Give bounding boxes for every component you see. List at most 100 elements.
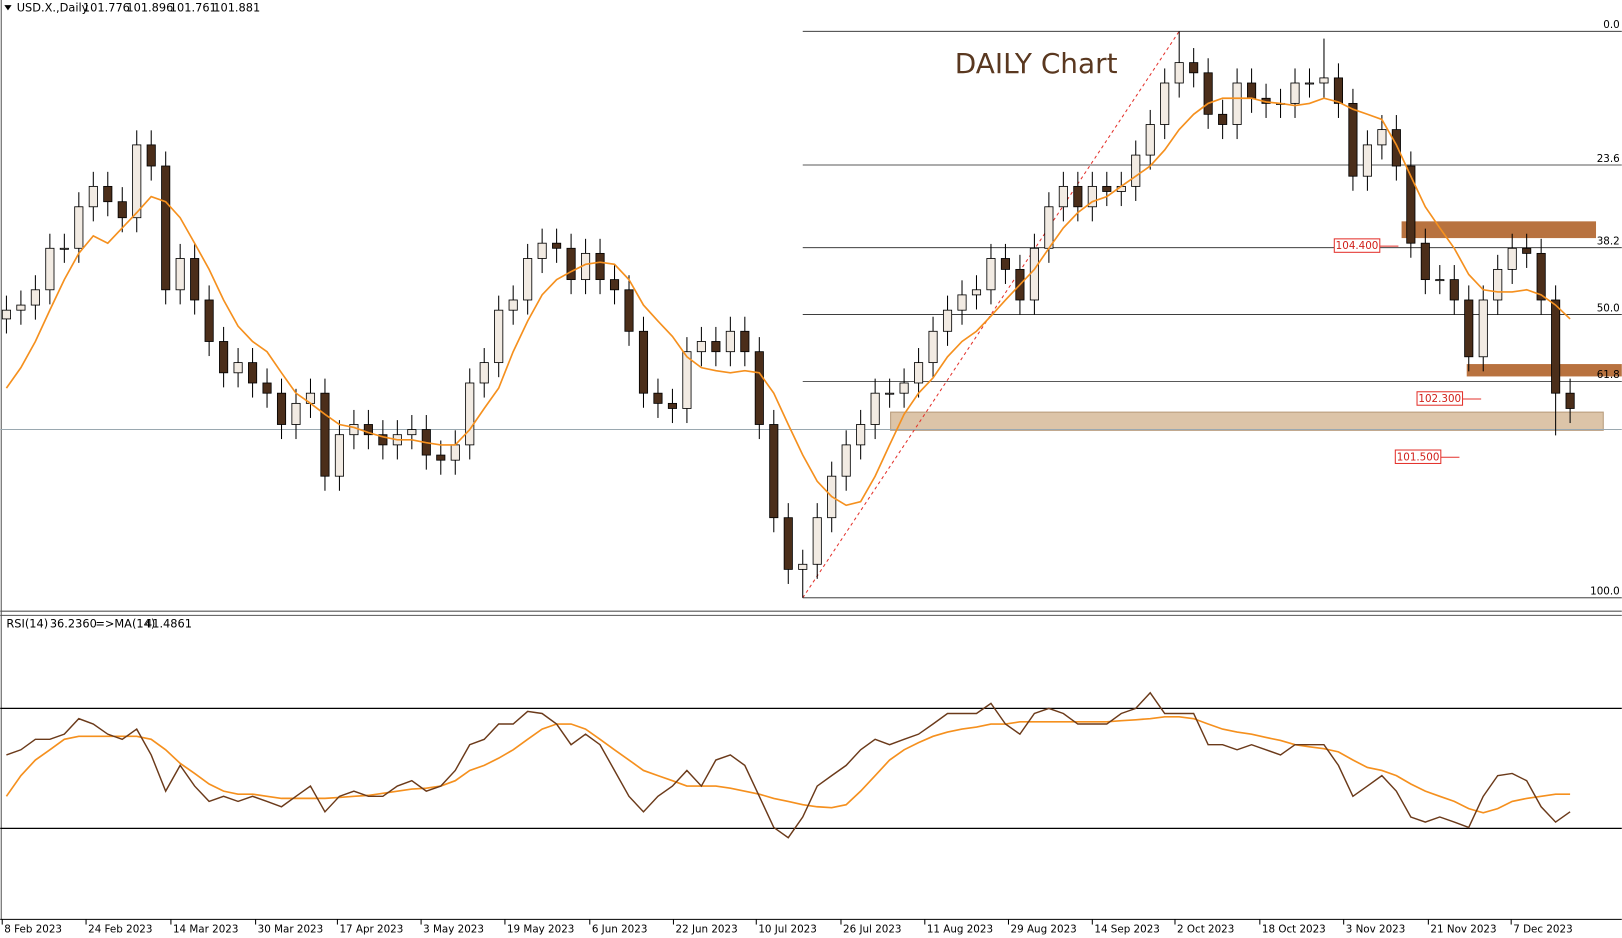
fib-label: 61.8 bbox=[1597, 369, 1620, 381]
candle-body bbox=[1420, 242, 1430, 281]
candle-body bbox=[276, 392, 287, 425]
candle-body bbox=[885, 392, 895, 395]
x-tick-label: 26 Jul 2023 bbox=[843, 924, 901, 936]
x-tick-label: 7 Dec 2023 bbox=[1513, 924, 1572, 936]
rsi-ma-value: 41.4861 bbox=[145, 617, 192, 631]
candle-body bbox=[1449, 279, 1459, 301]
x-tick-label: 29 Aug 2023 bbox=[1011, 924, 1077, 936]
x-tick-label: 6 Jun 2023 bbox=[592, 924, 648, 936]
candle-body bbox=[161, 165, 171, 291]
x-tick-label: 18 Oct 2023 bbox=[1262, 924, 1326, 936]
candle-body bbox=[1232, 82, 1242, 125]
x-tick-label: 3 Nov 2023 bbox=[1346, 924, 1406, 936]
ohlc-value: 101.761 bbox=[170, 0, 217, 14]
symbol: USD.X.,Daily bbox=[17, 0, 89, 14]
candle-body bbox=[1073, 185, 1083, 208]
candle-body bbox=[1029, 247, 1039, 301]
price-zone bbox=[1466, 364, 1622, 377]
candle-body bbox=[59, 247, 69, 250]
candle-body bbox=[74, 206, 84, 249]
candle-body bbox=[653, 392, 663, 404]
candle-body bbox=[1, 309, 11, 320]
candle-body bbox=[609, 279, 620, 291]
x-tick-label: 14 Sep 2023 bbox=[1094, 924, 1159, 936]
candle-body bbox=[1044, 206, 1054, 249]
candle-body bbox=[638, 330, 649, 394]
price-zone bbox=[1401, 221, 1597, 239]
candle-body bbox=[740, 330, 750, 353]
candle-body bbox=[1174, 62, 1184, 84]
candle-body bbox=[1189, 62, 1199, 74]
candle-body bbox=[436, 454, 446, 461]
fib-trendline bbox=[802, 31, 1180, 599]
candle-body bbox=[1333, 77, 1344, 104]
candle-body bbox=[1507, 247, 1517, 270]
candle-body bbox=[363, 424, 373, 436]
candle-body bbox=[1000, 258, 1010, 270]
x-tick-label: 8 Feb 2023 bbox=[4, 924, 62, 936]
candle-body bbox=[146, 144, 156, 167]
candle-body bbox=[725, 330, 735, 353]
fib-label: 50.0 bbox=[1597, 302, 1620, 314]
x-tick-label: 14 Mar 2023 bbox=[173, 924, 238, 936]
rsi-title: RSI(14) bbox=[6, 617, 48, 631]
candle-body bbox=[624, 289, 634, 332]
candle-body bbox=[248, 362, 258, 384]
rsi-ma-title: =>MA(14) bbox=[95, 617, 155, 631]
candle-body bbox=[1102, 185, 1112, 192]
candle-body bbox=[1391, 129, 1401, 167]
candle-body bbox=[190, 258, 200, 301]
rsi-value: 36.2360 bbox=[50, 617, 97, 631]
x-tick-label: 22 Jun 2023 bbox=[676, 924, 738, 936]
x-tick-label: 10 Jul 2023 bbox=[758, 924, 816, 936]
collapse-icon[interactable] bbox=[4, 5, 12, 11]
x-tick-label: 24 Feb 2023 bbox=[88, 924, 152, 936]
candle-body bbox=[812, 517, 822, 565]
candle-body bbox=[103, 185, 113, 203]
fib-label: 0.0 bbox=[1603, 19, 1619, 31]
candle-body bbox=[595, 252, 605, 281]
ohlc-value: 101.881 bbox=[213, 0, 260, 14]
candle-body bbox=[798, 563, 808, 570]
candle-body bbox=[219, 341, 229, 374]
candle-body bbox=[45, 247, 55, 291]
candle-body bbox=[1319, 77, 1329, 84]
candle-body bbox=[508, 299, 518, 311]
candle-body bbox=[1493, 268, 1503, 301]
candle-body bbox=[117, 201, 127, 219]
x-tick-label: 3 May 2023 bbox=[423, 924, 484, 936]
candle-body bbox=[971, 289, 982, 296]
candle-body bbox=[957, 294, 967, 311]
candle-body bbox=[856, 424, 866, 446]
candle-body bbox=[1536, 252, 1546, 301]
fib-label: 38.2 bbox=[1597, 235, 1620, 247]
candle-body bbox=[334, 434, 344, 477]
candle-body bbox=[1131, 154, 1141, 187]
candle-body bbox=[711, 341, 721, 353]
candle-body bbox=[1218, 113, 1228, 125]
candle-body bbox=[1362, 144, 1372, 177]
candle-body bbox=[914, 362, 924, 384]
candle-body bbox=[769, 424, 779, 519]
candle-body bbox=[696, 341, 706, 353]
x-tick-label: 21 Nov 2023 bbox=[1430, 924, 1496, 936]
candle-body bbox=[233, 362, 243, 374]
candle-body bbox=[450, 444, 460, 461]
candle-body bbox=[1247, 82, 1257, 99]
candle-body bbox=[1551, 299, 1561, 394]
candle-body bbox=[378, 434, 388, 446]
candle-body bbox=[465, 382, 475, 446]
x-tick-label: 11 Aug 2023 bbox=[927, 924, 993, 936]
chart-title: DAILY Chart bbox=[955, 47, 1118, 80]
candle-body bbox=[899, 382, 909, 394]
candle-body bbox=[88, 185, 98, 208]
candle-body bbox=[30, 289, 40, 306]
price-zone bbox=[890, 411, 1604, 431]
candle-body bbox=[783, 517, 793, 570]
candle-body bbox=[479, 362, 489, 384]
rsi-line bbox=[6, 691, 1571, 839]
candle-body bbox=[320, 392, 330, 477]
candle-body bbox=[1058, 185, 1068, 208]
price-label: 101.500 bbox=[1397, 451, 1440, 463]
